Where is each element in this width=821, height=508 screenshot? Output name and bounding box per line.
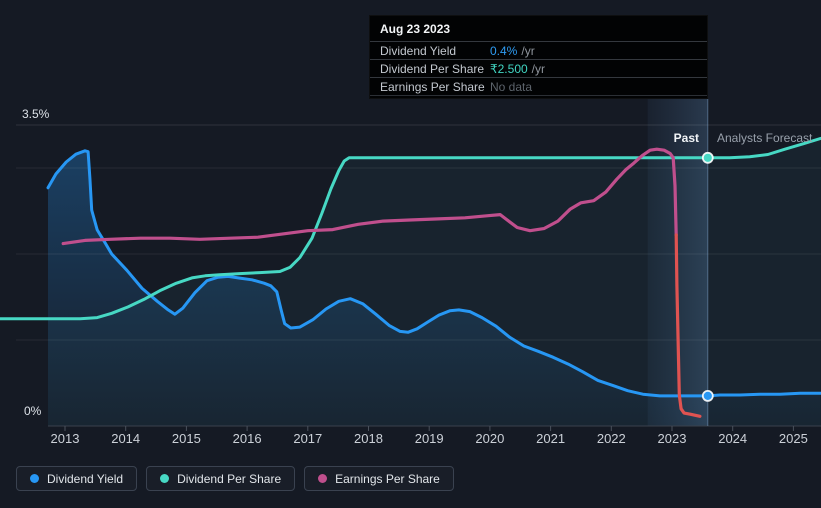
x-axis-year-label: 2025 <box>778 431 808 446</box>
legend-item-label: Dividend Yield <box>47 471 124 486</box>
x-axis-year-label: 2020 <box>475 431 505 446</box>
tooltip-row-dividend-yield: Dividend Yield 0.4% /yr <box>370 41 707 59</box>
chart-canvas[interactable] <box>0 0 821 455</box>
x-axis-year-label: 2022 <box>596 431 626 446</box>
legend: Dividend Yield Dividend Per Share Earnin… <box>16 466 454 491</box>
legend-item-dividend-per-share[interactable]: Dividend Per Share <box>146 466 296 491</box>
legend-item-dividend-yield[interactable]: Dividend Yield <box>16 466 138 491</box>
analysts-forecast-label: Analysts Forecast <box>717 131 813 145</box>
x-axis-year-label: 2016 <box>232 431 262 446</box>
x-axis-year-label: 2017 <box>293 431 323 446</box>
legend-item-earnings-per-share[interactable]: Earnings Per Share <box>304 466 454 491</box>
tooltip-row-value: 0.4% <box>490 43 518 58</box>
legend-item-label: Dividend Per Share <box>177 471 282 486</box>
x-axis-year-label: 2014 <box>111 431 141 446</box>
dividend-yield-marker <box>701 389 714 402</box>
tooltip-row-earnings-per-share: Earnings Per Share No data <box>370 77 707 95</box>
tooltip-row-value: ₹2.500 <box>490 61 528 76</box>
x-axis-year-label: 2019 <box>414 431 444 446</box>
tooltip-row-suffix: /yr <box>531 61 546 76</box>
dividend-per-share-marker <box>701 151 714 164</box>
dividend-yield-area <box>48 150 821 427</box>
tooltip-row-dividend-per-share: Dividend Per Share ₹2.500 /yr <box>370 59 707 77</box>
y-max-label: 3.5% <box>22 107 50 121</box>
x-axis-year-label: 2013 <box>50 431 80 446</box>
earnings-crash-line <box>674 233 702 418</box>
tooltip-row-label: Dividend Yield <box>380 43 457 58</box>
tooltip-row-suffix: /yr <box>521 43 535 58</box>
chart-tooltip: Aug 23 2023 Dividend Yield 0.4% /yr Divi… <box>369 15 708 99</box>
earnings-per-share-dot-icon <box>318 474 328 483</box>
past-label: Past <box>673 131 699 145</box>
tooltip-date: Aug 23 2023 <box>380 22 451 36</box>
tooltip-row-label: Dividend Per Share <box>380 61 485 76</box>
dividend-yield-line <box>46 149 821 398</box>
dividend-per-share-dot-icon <box>160 474 170 483</box>
tooltip-row-value: No data <box>490 79 533 94</box>
x-axis-year-label: 2018 <box>354 431 383 446</box>
legend-item-label: Earnings Per Share <box>335 471 440 486</box>
x-axis-year-label: 2023 <box>657 431 687 446</box>
earnings-per-share-line <box>61 147 678 246</box>
x-axis-year-label: 2024 <box>718 431 748 446</box>
y-min-label: 0% <box>24 404 42 418</box>
x-axis-year-label: 2021 <box>536 431 566 446</box>
dividend-yield-dot-icon <box>30 474 39 483</box>
tooltip-row-label: Earnings Per Share <box>380 79 485 94</box>
x-axis-year-label: 2015 <box>171 431 201 446</box>
dividend-per-share-line <box>0 136 821 321</box>
